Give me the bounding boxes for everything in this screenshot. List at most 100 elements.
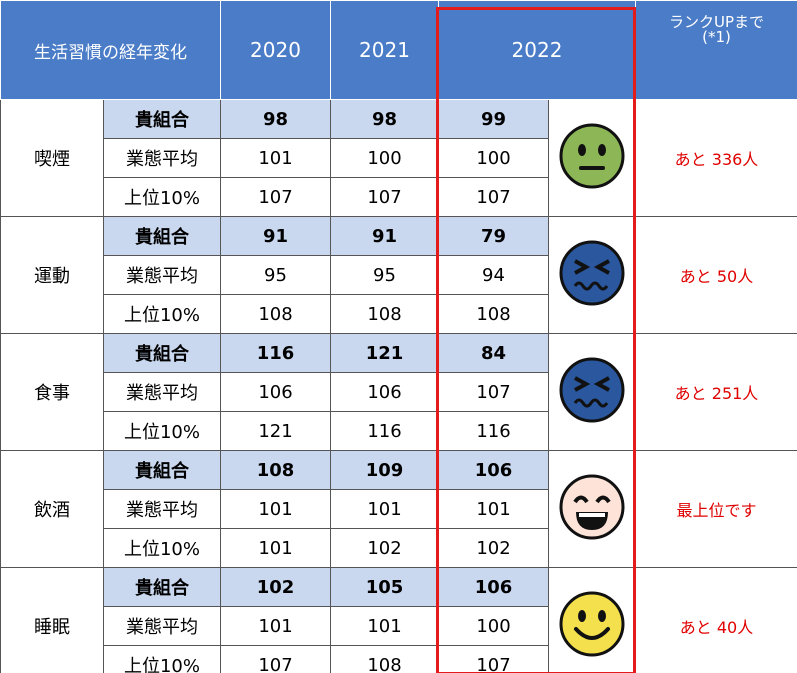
value-cell: 101 — [330, 489, 439, 529]
value-cell: 100 — [438, 138, 549, 178]
row-label: 貴組合 — [103, 567, 221, 607]
value-cell: 121 — [220, 411, 331, 451]
value-cell: 101 — [220, 606, 331, 646]
rank-message: あと 40人 — [635, 567, 797, 673]
value-cell: 100 — [330, 138, 439, 178]
table-row: 業態平均 95 95 94 — [1, 255, 797, 295]
table-row: 業態平均 101 101 100 — [1, 606, 797, 646]
value-cell: 108 — [220, 450, 331, 490]
value-cell: 116 — [438, 411, 549, 451]
table-row: 食事 貴組合 116 121 84 あと 251人 — [0, 333, 797, 451]
value-cell: 108 — [438, 294, 549, 334]
value-cell: 108 — [330, 294, 439, 334]
face-cell — [548, 216, 636, 334]
rank-message: あと 336人 — [635, 99, 797, 217]
row-label: 業態平均 — [103, 372, 221, 412]
face-cell — [548, 99, 636, 217]
value-cell: 107 — [220, 177, 331, 217]
table-row: 上位10% 101 102 102 — [1, 528, 797, 568]
value-cell: 101 — [330, 606, 439, 646]
value-cell: 94 — [438, 255, 549, 295]
row-label: 上位10% — [103, 528, 221, 568]
header-title: 生活習慣の経年変化 — [0, 0, 221, 100]
value-cell: 116 — [330, 411, 439, 451]
value-cell: 106 — [220, 372, 331, 412]
table-body: 喫煙 貴組合 98 98 99 あと 336人 業態平均 101 100 100 上位10% 107 1… — [0, 99, 797, 673]
value-cell: 100 — [438, 606, 549, 646]
value-cell: 105 — [330, 567, 439, 607]
table-row: 運動 貴組合 91 91 79 あと 50人 — [0, 216, 797, 334]
value-cell: 91 — [330, 216, 439, 256]
value-cell: 102 — [220, 567, 331, 607]
row-label: 業態平均 — [103, 489, 221, 529]
row-label: 上位10% — [103, 294, 221, 334]
category-name: 睡眠 — [0, 567, 104, 673]
rank-up-label: ランクUPまで — [668, 13, 765, 31]
value-cell: 98 — [330, 99, 439, 139]
header-rank-up: ランクUPまで (*1) — [635, 0, 797, 100]
table-row: 睡眠 貴組合 102 105 106 あと 40人 — [0, 567, 797, 673]
category-name: 食事 — [0, 333, 104, 451]
value-cell: 106 — [330, 372, 439, 412]
value-cell: 102 — [438, 528, 549, 568]
value-cell: 98 — [220, 99, 331, 139]
table-row: 飲酒 貴組合 108 109 106 最上位です — [0, 450, 797, 568]
value-cell: 101 — [220, 528, 331, 568]
header-year: 2022 — [438, 0, 636, 100]
table-row: 喫煙 貴組合 98 98 99 あと 336人 — [0, 99, 797, 217]
face-cell — [548, 333, 636, 451]
value-cell: 106 — [438, 450, 549, 490]
value-cell: 107 — [438, 645, 549, 673]
value-cell: 91 — [220, 216, 331, 256]
table-row: 業態平均 106 106 107 — [1, 372, 797, 412]
row-label: 業態平均 — [103, 255, 221, 295]
face-distressed — [559, 357, 625, 422]
row-label: 業態平均 — [103, 138, 221, 178]
value-cell: 102 — [330, 528, 439, 568]
rank-up-note: (*1) — [702, 28, 731, 46]
rank-message: あと 251人 — [635, 333, 797, 451]
face-neutral — [559, 123, 625, 188]
face-cell — [548, 567, 636, 673]
row-label: 上位10% — [103, 177, 221, 217]
value-cell: 101 — [220, 138, 331, 178]
value-cell: 108 — [220, 294, 331, 334]
category-name: 喫煙 — [0, 99, 104, 217]
category-name: 運動 — [0, 216, 104, 334]
value-cell: 101 — [220, 489, 331, 529]
value-cell: 107 — [438, 372, 549, 412]
row-label: 貴組合 — [103, 450, 221, 490]
row-label: 貴組合 — [103, 216, 221, 256]
row-label: 業態平均 — [103, 606, 221, 646]
value-cell: 95 — [220, 255, 331, 295]
table-row: 上位10% 108 108 108 — [1, 294, 797, 334]
value-cell: 84 — [438, 333, 549, 373]
value-cell: 99 — [438, 99, 549, 139]
table-row: 上位10% 121 116 116 — [1, 411, 797, 451]
row-label: 貴組合 — [103, 333, 221, 373]
table-row: 上位10% 107 107 107 — [1, 177, 797, 217]
row-label: 貴組合 — [103, 99, 221, 139]
value-cell: 79 — [438, 216, 549, 256]
header-row: 生活習慣の経年変化 2020 2021 2022 ランクUPまで (*1) — [0, 0, 797, 100]
value-cell: 121 — [330, 333, 439, 373]
value-cell: 106 — [438, 567, 549, 607]
rank-message: あと 50人 — [635, 216, 797, 334]
table-row: 上位10% 107 108 107 — [1, 645, 797, 673]
face-distressed — [559, 240, 625, 305]
table-row: 業態平均 101 100 100 — [1, 138, 797, 178]
value-cell: 116 — [220, 333, 331, 373]
value-cell: 109 — [330, 450, 439, 490]
value-cell: 101 — [438, 489, 549, 529]
category-name: 飲酒 — [0, 450, 104, 568]
table-row: 業態平均 101 101 101 — [1, 489, 797, 529]
face-laughing — [559, 474, 625, 539]
face-cell — [548, 450, 636, 568]
value-cell: 107 — [438, 177, 549, 217]
header-year: 2020 — [220, 0, 331, 100]
face-smile — [559, 591, 625, 656]
value-cell: 95 — [330, 255, 439, 295]
rank-message: 最上位です — [635, 450, 797, 568]
